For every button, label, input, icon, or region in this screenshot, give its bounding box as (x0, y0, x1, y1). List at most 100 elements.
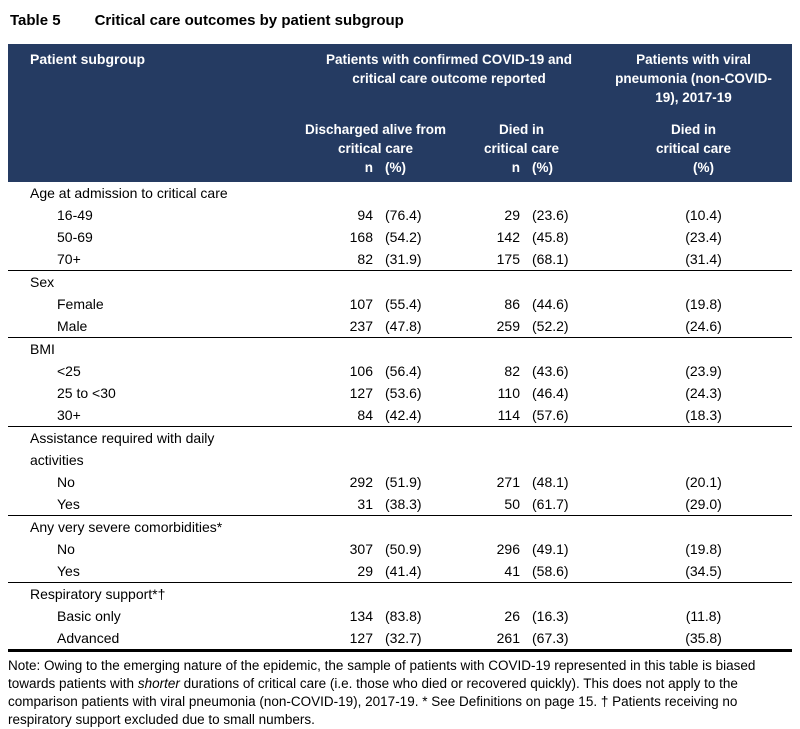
died-pct: (48.1) (532, 474, 569, 490)
pneumonia-pct: (23.9) (685, 363, 722, 379)
pneumonia-pct: (11.8) (685, 608, 722, 624)
pneumonia-pct: (18.3) (685, 407, 722, 423)
outcomes-table: Patient subgroup Patients with confirmed… (8, 44, 792, 652)
row-label: <25 (57, 363, 81, 379)
table-caption: Table 5 Critical care outcomes by patient… (10, 12, 792, 29)
died-pct: (44.6) (532, 296, 569, 312)
table-row: Male 237 (47.8) 259 (52.2) (24.6) (8, 315, 792, 338)
died-n: 271 (496, 474, 520, 490)
discharged-pct: (42.4) (385, 407, 422, 423)
died-pct: (61.7) (532, 496, 569, 512)
died-pct: (58.6) (532, 563, 569, 579)
died-pct: (45.8) (532, 229, 569, 245)
died-pct: (46.4) (532, 385, 569, 401)
discharged-n: 307 (349, 541, 373, 557)
pneumonia-pct: (19.8) (685, 296, 722, 312)
header-pct-label: (%) (532, 160, 553, 175)
table-row: Basic only 134 (83.8) 26 (16.3) (11.8) (8, 605, 792, 627)
died-n: 261 (496, 630, 520, 646)
discharged-pct: (38.3) (385, 496, 422, 512)
header-pct-label: (%) (385, 160, 406, 175)
table-row: <25 106 (56.4) 82 (43.6) (23.9) (8, 360, 792, 382)
discharged-n: 168 (349, 229, 373, 245)
pneumonia-pct: (34.5) (685, 563, 722, 579)
header-pct-label: (%) (693, 160, 714, 175)
row-label: No (57, 541, 75, 557)
discharged-n: 29 (357, 563, 373, 579)
discharged-n: 106 (349, 363, 373, 379)
table-title: Critical care outcomes by patient subgro… (94, 12, 404, 29)
row-label: 30+ (57, 407, 81, 423)
died-pct: (57.6) (532, 407, 569, 423)
died-n: 86 (504, 296, 520, 312)
discharged-n: 134 (349, 608, 373, 624)
died-n: 114 (497, 407, 520, 423)
died-n: 82 (504, 363, 520, 379)
died-pct: (49.1) (532, 541, 569, 557)
pneumonia-pct: (10.4) (685, 207, 722, 223)
died-pct: (68.1) (532, 251, 569, 267)
discharged-pct: (41.4) (385, 563, 422, 579)
section-label: Assistance required with daily activitie… (8, 426, 792, 471)
died-n: 29 (504, 207, 520, 223)
row-label: 25 to <30 (57, 385, 116, 401)
header-discharged-alive: Discharged alive from critical care n (%… (303, 120, 448, 182)
row-label: Male (57, 318, 88, 334)
section-label: Sex (8, 270, 792, 293)
discharged-pct: (31.9) (385, 251, 422, 267)
row-label: Yes (57, 563, 80, 579)
table-row: 50-69 168 (54.2) 142 (45.8) (23.4) (8, 226, 792, 248)
row-label: 50-69 (57, 229, 93, 245)
discharged-pct: (53.6) (385, 385, 422, 401)
discharged-n: 292 (349, 474, 373, 490)
pneumonia-pct: (24.6) (685, 318, 722, 334)
header-sub-row: Discharged alive from critical care n (%… (8, 120, 792, 182)
row-label: 16-49 (57, 207, 93, 223)
table-row: Yes 31 (38.3) 50 (61.7) (29.0) (8, 493, 792, 516)
header-group-row: Patient subgroup Patients with confirmed… (8, 44, 792, 182)
table-note: Note: Owing to the emerging nature of th… (8, 657, 792, 729)
row-label: Basic only (57, 608, 121, 624)
discharged-n: 94 (357, 207, 373, 223)
died-n: 50 (504, 496, 520, 512)
section-header-row: Age at admission to critical care (8, 182, 792, 204)
row-label: Yes (57, 496, 80, 512)
header-died-pneumonia: Died in critical care (%) (595, 120, 792, 182)
died-n: 41 (504, 563, 520, 579)
discharged-pct: (56.4) (385, 363, 422, 379)
section-label: BMI (8, 337, 792, 360)
died-pct: (16.3) (532, 608, 569, 624)
pneumonia-pct: (19.8) (685, 541, 722, 557)
table-row: 30+ 84 (42.4) 114 (57.6) (18.3) (8, 404, 792, 427)
row-label: Advanced (57, 630, 120, 646)
section-header-row: Respiratory support*† (8, 582, 792, 605)
section-header-row: BMI (8, 337, 792, 360)
table-row: 16-49 94 (76.4) 29 (23.6) (10.4) (8, 204, 792, 226)
died-n: 142 (496, 229, 520, 245)
discharged-n: 107 (349, 296, 373, 312)
header-n-label: n (511, 160, 520, 175)
died-pct: (52.2) (532, 318, 569, 334)
table-row: 70+ 82 (31.9) 175 (68.1) (31.4) (8, 248, 792, 271)
header-n-label: n (364, 160, 373, 175)
section-label: Respiratory support*† (8, 582, 792, 605)
section-header-row: Assistance required with daily activitie… (8, 426, 792, 471)
discharged-pct: (83.8) (385, 608, 422, 624)
section-label: Any very severe comorbidities* (8, 515, 792, 538)
died-pct: (67.3) (532, 630, 569, 646)
died-pct: (43.6) (532, 363, 569, 379)
died-n: 175 (496, 251, 520, 267)
note-text: Note: Owing to the emerging nature of th… (8, 658, 756, 691)
pneumonia-pct: (24.3) (685, 385, 722, 401)
row-label: Female (57, 296, 104, 312)
died-n: 296 (496, 541, 520, 557)
died-n: 259 (496, 318, 520, 334)
discharged-n: 127 (349, 385, 373, 401)
table-header: Patient subgroup Patients with confirmed… (8, 44, 792, 182)
table-row: Advanced 127 (32.7) 261 (67.3) (35.8) (8, 627, 792, 651)
died-n: 26 (504, 608, 520, 624)
died-n: 110 (497, 385, 520, 401)
table-row: Yes 29 (41.4) 41 (58.6) (34.5) (8, 560, 792, 583)
note-italic-text: shorter (137, 676, 180, 691)
